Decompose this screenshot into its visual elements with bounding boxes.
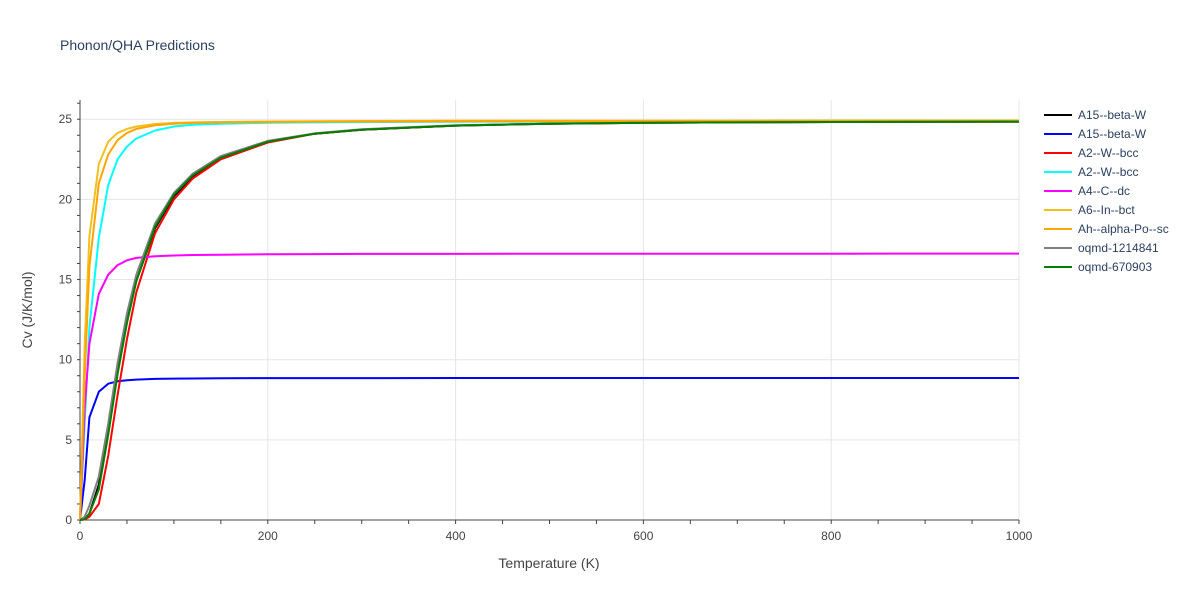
series-line-8: [79, 120, 1020, 521]
x-tick-label: 0: [77, 529, 84, 543]
y-tick-label: 15: [59, 273, 73, 287]
legend-label-5: A4--C--dc: [1078, 184, 1130, 198]
series-line-2: [79, 377, 1019, 521]
legend-label-1: A15--beta-W: [1078, 108, 1147, 122]
chart-title: Phonon/QHA Predictions: [60, 37, 215, 53]
x-tick-label: 400: [446, 529, 466, 543]
series-line-3: [79, 120, 1020, 521]
series-line-9: [79, 120, 1020, 521]
series-line-7: [79, 120, 1019, 521]
legend-label-4: A2--W--bcc: [1078, 165, 1138, 179]
y-axis-title: Cv (J/K/mol): [19, 272, 35, 349]
legend-label-6: A6--In--bct: [1078, 203, 1135, 217]
series-line-5: [79, 252, 1020, 521]
x-tick-label: 200: [258, 529, 278, 543]
legend-label-9: oqmd-670903: [1078, 260, 1152, 274]
y-tick-label: 10: [59, 353, 73, 367]
legend-label-2: A15--beta-W: [1078, 127, 1147, 141]
x-tick-label: 800: [821, 529, 841, 543]
grid-layer: [80, 100, 1020, 520]
legend-label-8: oqmd-1214841: [1078, 241, 1159, 255]
x-tick-label: 1000: [1006, 529, 1033, 543]
x-axis-title: Temperature (K): [498, 555, 599, 571]
axis-layer: 0 200 400 600 800 1000 0 5 10 15 20 25: [59, 100, 1033, 543]
y-tick-label: 5: [65, 433, 72, 447]
legend: A15--beta-W A15--beta-W A2--W--bcc A2--W--b…: [1044, 108, 1169, 274]
legend-label-7: Ah--alpha-Po--sc: [1078, 222, 1169, 236]
series-line-6: [79, 119, 1019, 521]
legend-label-3: A2--W--bcc: [1078, 146, 1138, 160]
series-layer: [79, 119, 1020, 521]
y-tick-label: 0: [65, 513, 72, 527]
y-tick-label: 20: [59, 192, 73, 206]
x-tick-label: 600: [633, 529, 653, 543]
y-tick-label: 25: [59, 112, 73, 126]
series-line-4: [79, 120, 1020, 521]
series-line-1: [79, 120, 1020, 521]
